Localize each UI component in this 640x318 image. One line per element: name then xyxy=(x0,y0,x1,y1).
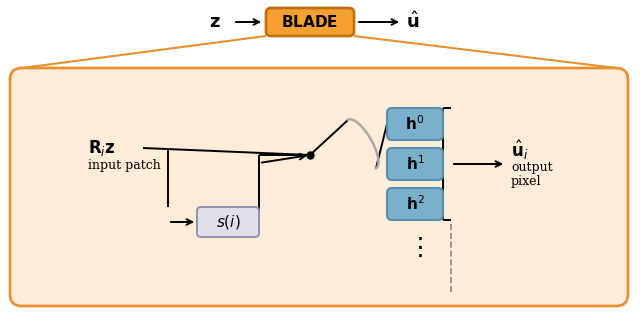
FancyBboxPatch shape xyxy=(387,108,443,140)
FancyBboxPatch shape xyxy=(387,148,443,180)
Text: $\vdots$: $\vdots$ xyxy=(407,236,423,260)
Text: input patch: input patch xyxy=(88,158,161,171)
Text: $\hat{\mathbf{u}}_i$: $\hat{\mathbf{u}}_i$ xyxy=(511,138,528,162)
Text: pixel: pixel xyxy=(511,176,541,189)
Text: $\mathbf{h}^1$: $\mathbf{h}^1$ xyxy=(406,155,424,173)
Text: $\mathbf{BLADE}$: $\mathbf{BLADE}$ xyxy=(282,14,339,30)
FancyBboxPatch shape xyxy=(10,68,628,306)
Text: $s(i)$: $s(i)$ xyxy=(216,213,241,231)
FancyBboxPatch shape xyxy=(197,207,259,237)
FancyBboxPatch shape xyxy=(387,188,443,220)
Text: output: output xyxy=(511,162,552,175)
FancyBboxPatch shape xyxy=(266,8,354,36)
Text: $\mathbf{h}^2$: $\mathbf{h}^2$ xyxy=(406,195,424,213)
Text: $\mathbf{z}$: $\mathbf{z}$ xyxy=(209,13,221,31)
Text: $\mathbf{h}^0$: $\mathbf{h}^0$ xyxy=(405,115,424,133)
Text: $\hat{\mathbf{u}}$: $\hat{\mathbf{u}}$ xyxy=(406,12,419,32)
Text: $\mathbf{R}_i\mathbf{z}$: $\mathbf{R}_i\mathbf{z}$ xyxy=(88,138,116,158)
